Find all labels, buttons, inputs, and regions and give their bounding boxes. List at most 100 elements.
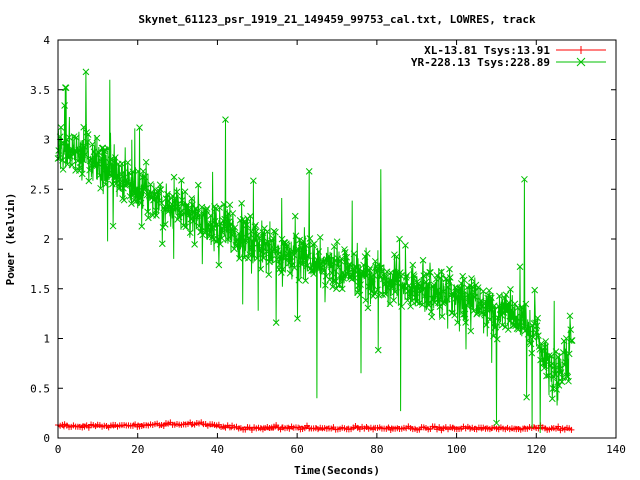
data-point [132,198,140,205]
data-point [422,278,430,286]
data-point [410,273,418,280]
data-point [95,160,102,168]
data-point [117,171,125,178]
data-point [139,167,147,175]
data-point [360,261,367,269]
data-point [291,264,298,272]
data-point [73,134,80,141]
data-point [144,214,152,222]
data-point [84,131,92,138]
data-point [305,167,313,175]
data-point [356,291,364,299]
data-point [488,294,495,302]
data-point [223,218,231,226]
data-point [559,349,567,356]
data-point [403,272,411,279]
data-point [135,187,143,195]
data-point [286,269,294,277]
data-point [425,301,433,309]
data-point [118,160,126,168]
data-point [255,234,263,242]
data-point [330,277,337,285]
data-point [219,229,226,236]
data-point [95,149,103,157]
data-point [299,260,306,268]
data-point [509,315,517,323]
x-tick-label: 100 [447,443,467,456]
data-point [507,306,515,314]
data-point [133,187,141,195]
data-point [455,285,463,292]
data-point [485,287,493,294]
data-point [338,255,345,263]
data-point [345,262,353,270]
data-point [533,322,541,330]
data-point [546,352,553,359]
data-point [178,176,185,184]
data-point [173,188,181,196]
data-point [80,123,88,131]
data-point [462,319,470,326]
data-point [302,277,309,285]
data-point [441,298,449,306]
data-point [250,177,257,185]
data-point [252,228,260,235]
data-point [535,332,542,340]
data-point [323,256,331,263]
data-point [361,253,369,260]
data-point [283,242,291,250]
data-point [424,281,431,289]
data-point [120,196,128,204]
data-point [274,250,282,258]
data-point [109,222,117,230]
series-markers [55,419,575,434]
data-point [379,291,387,298]
data-point [507,286,514,293]
data-point [551,362,558,370]
data-point [103,163,111,171]
data-point [283,240,290,248]
data-point [194,181,202,189]
legend-marker-xl [577,46,585,54]
data-point [85,177,93,185]
data-point [93,134,101,142]
data-point [247,228,255,235]
x-tick-label: 0 [55,443,62,456]
data-point [138,222,146,230]
data-point [479,302,486,310]
data-point [125,181,132,188]
data-point [191,241,198,248]
data-point [202,227,209,235]
data-point [523,325,531,333]
data-point [341,249,349,256]
data-point [169,205,177,213]
data-point [557,369,565,376]
data-point [366,266,373,274]
data-point [110,162,118,169]
data-point [565,350,573,358]
data-point [436,424,443,431]
data-point [186,206,193,213]
data-point [468,283,476,291]
data-point [325,252,333,260]
data-point [438,313,446,320]
data-point [208,220,215,228]
data-point [531,286,539,294]
data-point [67,145,75,152]
data-point [468,275,475,282]
data-point [548,395,556,403]
data-point [279,266,287,273]
data-point [409,261,417,269]
x-tick-label: 80 [370,443,383,456]
data-point [352,263,359,271]
data-point [185,211,193,219]
data-point [566,312,574,320]
data-point [181,188,189,196]
x-tick-label: 60 [291,443,304,456]
data-point [568,337,576,344]
data-point [265,271,273,278]
data-point [555,423,562,430]
data-point [172,196,179,203]
data-point [391,288,399,296]
data-point [111,173,118,181]
